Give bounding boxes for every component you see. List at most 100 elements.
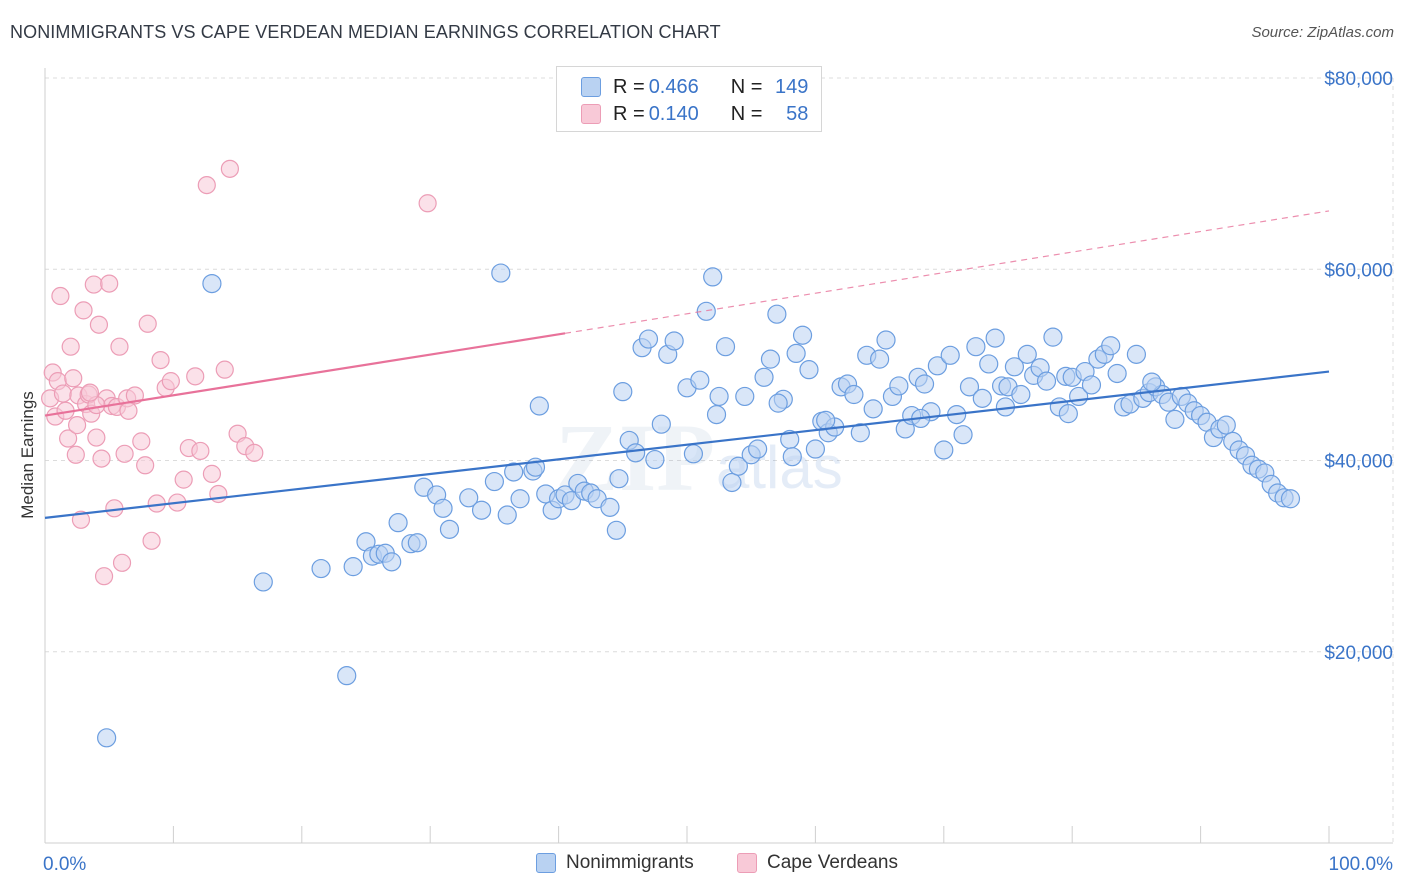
nonimmigrant-point	[388, 513, 408, 533]
nonimmigrant-point	[927, 356, 947, 376]
nonimmigrant-point	[609, 469, 629, 489]
series-legend: Nonimmigrants Cape Verdeans	[0, 852, 1406, 878]
nonimmigrant-point	[683, 444, 704, 464]
legend-swatch-pink	[737, 853, 757, 873]
cape-verdean-point	[119, 401, 138, 420]
cape-verdean-point	[59, 429, 78, 448]
nonimmigrant-point	[664, 331, 684, 351]
nonimmigrant-point	[709, 386, 729, 407]
cape-verdean-point	[142, 531, 161, 550]
nonimmigrant-point	[940, 345, 960, 365]
nonimmigrant-point	[715, 337, 736, 357]
nonimmigrant-point	[876, 330, 896, 350]
cape-verdean-point	[61, 337, 80, 356]
y-tick-label: $20,000	[1324, 643, 1393, 664]
legend-row-nonimmigrants: R = 0.466 N = 149	[581, 74, 808, 100]
cape-verdean-point	[245, 443, 264, 462]
x-tick-label-max: 100.0%	[1329, 854, 1394, 875]
nonimmigrant-point	[792, 325, 813, 345]
cape-verdean-point	[151, 350, 170, 370]
correlation-legend: R = 0.466 N = 149 R = 0.140 N = 58	[556, 66, 822, 132]
legend-n-label: N =	[730, 102, 763, 125]
axes	[44, 68, 1393, 844]
source-label: Source: ZipAtlas.com	[1251, 24, 1394, 41]
nonimmigrant-point	[606, 520, 626, 540]
nonimmigrant-point	[850, 423, 870, 443]
nonimmigrant-point	[748, 439, 768, 459]
nonimmigrant-point	[728, 456, 748, 476]
y-tick-label: $80,000	[1324, 69, 1393, 90]
nonimmigrant-point	[638, 329, 659, 349]
nonimmigrant-point	[484, 471, 504, 492]
cape-verdean-point	[51, 286, 70, 306]
cape-verdean-point	[100, 274, 119, 293]
nonimmigrant-point	[1107, 363, 1127, 384]
nonimmigrant-point	[529, 396, 549, 416]
nonimmigrant-point	[407, 533, 427, 553]
legend-label-cape-verdeans: Cape Verdeans	[767, 852, 898, 873]
nonimmigrant-point	[613, 382, 633, 402]
nonimmigrant-point	[561, 491, 582, 511]
nonimmigrant-point	[471, 500, 492, 520]
cape-verdean-point	[202, 464, 222, 483]
cape-verdean-point	[89, 315, 109, 334]
y-tick-label: $60,000	[1324, 260, 1393, 281]
chart-title: NONIMMIGRANTS VS CAPE VERDEAN MEDIAN EAR…	[10, 22, 721, 42]
nonimmigrant-point	[253, 572, 273, 592]
nonimmigrant-point	[972, 388, 992, 408]
legend-r-value: 0.466	[648, 75, 699, 98]
nonimmigrant-point	[768, 393, 788, 413]
y-tick-labels: $20,000 $40,000 $60,000 $80,000	[1324, 69, 1393, 664]
legend-swatch-pink	[581, 104, 601, 124]
nonimmigrant-point	[510, 489, 530, 509]
legend-r-label: R =	[613, 102, 645, 125]
cape-verdeans-trend-extension	[564, 210, 1330, 334]
legend-item-nonimmigrants: Nonimmigrants	[536, 852, 694, 874]
nonimmigrant-point	[696, 301, 716, 321]
nonimmigrant-point	[1142, 372, 1162, 392]
nonimmigrant-point	[382, 552, 402, 572]
cape-verdean-point	[67, 416, 87, 435]
nonimmigrant-point	[979, 354, 999, 374]
cape-verdean-point	[138, 314, 157, 333]
legend-swatch-blue	[536, 853, 556, 873]
nonimmigrant-point	[497, 505, 517, 525]
nonimmigrant-point	[760, 349, 781, 369]
nonimmigrant-point	[600, 497, 620, 517]
nonimmigrant-point	[202, 273, 222, 294]
nonimmigrant-point	[816, 410, 836, 430]
legend-r-value: 0.140	[648, 102, 699, 125]
nonimmigrant-point	[1036, 371, 1057, 391]
nonimmigrant-point	[337, 666, 357, 686]
nonimmigrant-point	[782, 447, 802, 467]
x-tick-label-min: 0.0%	[43, 854, 86, 875]
nonimmigrant-point	[491, 263, 511, 283]
cape-verdean-point	[80, 383, 100, 402]
cape-verdean-point	[209, 484, 228, 504]
cape-verdean-point	[418, 194, 437, 213]
legend-n-label: N =	[730, 75, 763, 98]
legend-row-cape-verdeans: R = 0.140 N = 58	[581, 101, 808, 127]
cape-verdean-point	[191, 441, 210, 461]
y-axis-label: Median Earnings	[18, 391, 37, 519]
nonimmigrant-point	[953, 425, 973, 445]
nonimmigrant-point	[1126, 344, 1147, 364]
nonimmigrant-point	[459, 488, 479, 508]
nonimmigrant-point	[786, 343, 806, 363]
nonimmigrant-point	[959, 377, 980, 397]
y-tick-label: $40,000	[1324, 452, 1393, 473]
cape-verdean-point	[71, 510, 91, 529]
nonimmigrant-point	[504, 462, 524, 482]
cape-verdean-point	[92, 449, 111, 468]
cape-verdean-point	[215, 360, 234, 379]
nonimmigrant-point	[1101, 336, 1121, 356]
nonimmigrants-trend-line	[44, 370, 1330, 519]
nonimmigrant-point	[754, 367, 774, 387]
cape-verdean-point	[53, 384, 73, 403]
nonimmigrant-point	[966, 337, 986, 357]
cape-verdean-point	[220, 159, 239, 178]
nonimmigrant-point	[889, 376, 909, 396]
nonimmigrant-point	[97, 728, 117, 748]
legend-swatch-blue	[581, 77, 601, 97]
